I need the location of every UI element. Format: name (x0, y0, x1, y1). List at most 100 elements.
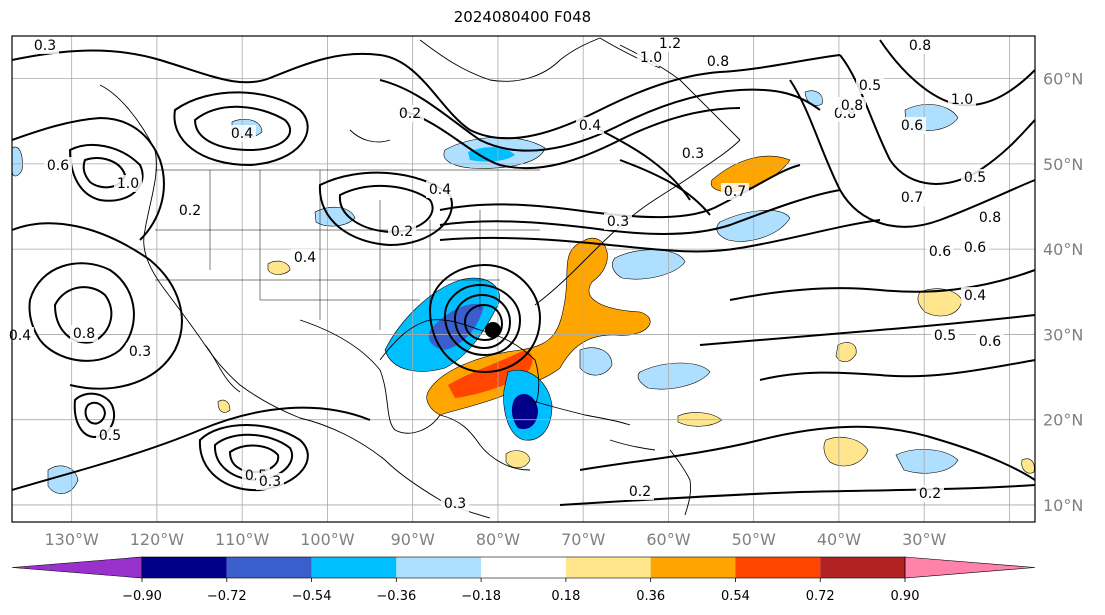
latitude-tick-label: 50°N (1043, 155, 1083, 174)
contour-label-bg (656, 35, 684, 52)
contour-label-bg (931, 327, 959, 344)
positive-anomaly-region (823, 437, 869, 467)
contour-labels: 0.31.21.00.80.50.81.00.80.40.20.60.81.00… (6, 35, 1004, 512)
contour-label: 0.8 (979, 210, 1001, 226)
contour-label-bg (898, 189, 926, 206)
contour-label: 0.2 (399, 106, 421, 122)
colorbar-tick-label: −0.36 (376, 589, 416, 604)
negative-anomaly-region (637, 362, 711, 390)
colorbar-tick-label: 0.72 (806, 589, 835, 604)
contour-label-bg (228, 125, 256, 142)
colorbar-segment (481, 557, 566, 578)
contour-label: 1.2 (659, 36, 681, 52)
positive-anomaly-region (217, 399, 231, 413)
contour-label: 0.4 (964, 288, 986, 304)
longitude-tick-label: 110°W (215, 530, 270, 549)
contour-label-bg (576, 117, 604, 134)
positive-anomaly-region (505, 450, 531, 469)
latitude-tick-label: 30°N (1043, 325, 1083, 344)
contour-label: 0.6 (979, 334, 1001, 350)
colorbar-tick-label: −0.54 (292, 589, 332, 604)
contour-label: 0.3 (682, 146, 704, 162)
colorbar-extend-high (904, 556, 1036, 579)
positive-anomaly-region (1021, 458, 1035, 474)
contour-label-bg (31, 37, 59, 54)
colorbar-segment (820, 557, 905, 578)
colorbar-tick-label: 0.54 (721, 589, 750, 604)
negative-anomaly-region (579, 347, 613, 376)
negative-anomaly-region (895, 449, 959, 474)
contour-label-bg (898, 117, 926, 134)
contour-label: 0.3 (129, 344, 151, 360)
positive-anomaly-region (267, 260, 291, 275)
contour-label: 0.7 (724, 184, 746, 200)
contour-label-bg (396, 105, 424, 122)
contour-label: 0.6 (901, 118, 923, 134)
longitude-tick-label: 40°W (817, 530, 861, 549)
colorbar-segment (650, 557, 736, 578)
contour-label: 0.3 (444, 496, 466, 512)
colorbar-segment (565, 557, 651, 578)
latitude-tick-label: 10°N (1043, 496, 1083, 515)
latitude-tick-label: 40°N (1043, 240, 1083, 259)
longitude-tick-label: 120°W (130, 530, 185, 549)
contour-label-bg (838, 97, 866, 114)
colorbar-tick-label: 0.18 (551, 589, 580, 604)
colorbar-tick-label: −0.90 (122, 589, 162, 604)
contour-label-bg (961, 287, 989, 304)
contour-label-bg (976, 333, 1004, 350)
contour-label-bg (291, 249, 319, 266)
map-title: 2024080400 F048 (453, 8, 592, 26)
contour-lines (11, 39, 1036, 506)
contour-label-bg (948, 91, 976, 108)
contour-label-bg (388, 223, 416, 240)
contour-label: 0.4 (294, 250, 316, 266)
longitude-tick-label: 30°W (902, 530, 946, 549)
contour-label: 0.5 (964, 170, 986, 186)
contour-label: 0.8 (73, 326, 95, 342)
state-borders (155, 169, 540, 330)
longitude-tick-label: 60°W (646, 530, 690, 549)
colorbar-tick-label: 0.90 (891, 589, 920, 604)
contour-label-bg (916, 485, 944, 502)
longitude-tick-label: 80°W (476, 530, 520, 549)
latitude-tick-label: 60°N (1043, 70, 1083, 89)
longitude-tick-label: 90°W (391, 530, 435, 549)
longitude-tick-label: 50°W (732, 530, 776, 549)
colorbar-segment (396, 557, 482, 578)
colorbar-tick-label: −0.18 (461, 589, 501, 604)
latitude-labels: 60°N 50°N 40°N 30°N 20°N 10°N (1043, 70, 1083, 515)
contour-label: 0.7 (901, 190, 923, 206)
contour-label: 0.5 (859, 78, 881, 94)
contour-label: 0.2 (629, 484, 651, 500)
colorbar-segment (311, 557, 397, 578)
contour-label-bg (721, 183, 749, 200)
contour-label-bg (626, 483, 654, 500)
negative-anomaly-core (511, 394, 538, 430)
storm-center-marker (485, 322, 501, 338)
colorbar-tick-label: −0.72 (207, 589, 247, 604)
colorbar-extend-low (11, 556, 143, 579)
contour-label: 0.8 (909, 38, 931, 54)
contour-label: 0.6 (929, 244, 951, 260)
contour-label-bg (126, 343, 154, 360)
contour-label: 1.0 (640, 50, 662, 66)
contour-label-bg (114, 175, 142, 192)
contour-label: 0.6 (964, 240, 986, 256)
contour-label: 0.6 (47, 158, 69, 174)
contour-label-bg (256, 473, 284, 490)
contour-label: 0.5 (99, 428, 121, 444)
contour-label-bg (856, 77, 884, 94)
colorbar-tick-label: 0.36 (636, 589, 665, 604)
contour-label: 0.4 (9, 328, 31, 344)
longitude-tick-label: 100°W (300, 530, 355, 549)
anomaly-shading (11, 90, 1035, 494)
contour-label-bg (704, 53, 732, 70)
contour-label: 0.3 (607, 214, 629, 230)
positive-anomaly-core (448, 351, 533, 398)
contour-label-bg (44, 157, 72, 174)
contour-label-bg (961, 239, 989, 256)
contour-label: 0.4 (429, 182, 451, 198)
contour-label: 0.2 (179, 203, 201, 219)
contour-label: 0.3 (34, 38, 56, 54)
